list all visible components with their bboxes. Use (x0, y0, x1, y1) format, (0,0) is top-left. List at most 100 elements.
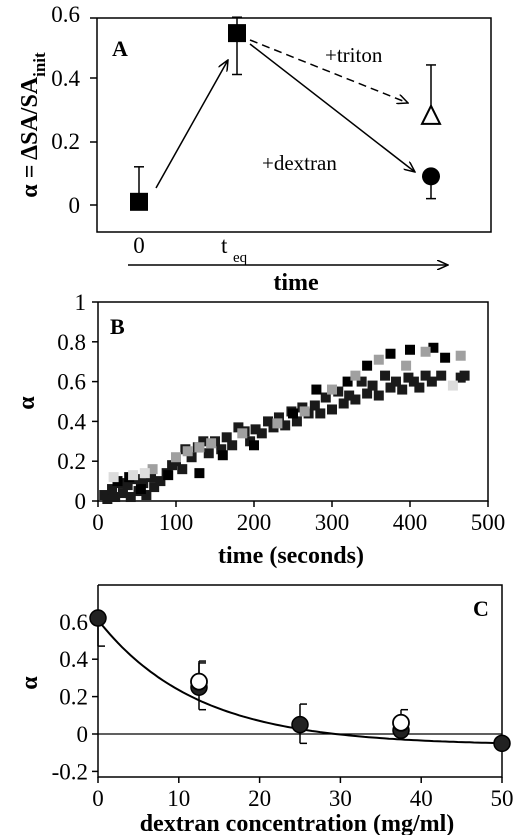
panel-b-point (237, 428, 248, 439)
panel-b-point (273, 412, 284, 423)
panel-b-point (408, 376, 419, 387)
panel-b-point (155, 476, 166, 487)
panel-b-point (149, 482, 160, 493)
panel-b-point (102, 494, 113, 505)
panel-b-point (447, 380, 458, 391)
panel-a-arrow-dextran (249, 43, 415, 172)
panel-b-point (338, 398, 349, 409)
panel-b-point (315, 408, 326, 419)
panel-b-point (440, 352, 451, 363)
panel-b-xtick-label: 300 (315, 510, 350, 535)
panel-b-point (397, 384, 408, 395)
panel-b-point (125, 492, 136, 503)
panel-b-point (107, 484, 118, 495)
panel-b-point (309, 400, 320, 411)
panel-c-xtick-label: 40 (410, 786, 433, 811)
panel-a-ylabel-sub: init (30, 52, 49, 77)
panel-b-point (135, 484, 146, 495)
panel-b-point (263, 416, 274, 427)
panel-b-ytick-label: 0 (75, 489, 87, 514)
panel-c-ytick-label: 0.4 (59, 647, 88, 672)
panel-c-xtick-label: 10 (167, 786, 190, 811)
panel-c-point-filled (89, 609, 107, 627)
panel-b-point (198, 436, 209, 447)
panel-a-arrow-rise (155, 60, 228, 189)
panel-b-point (342, 376, 353, 387)
panel-b-ytick-label: 0.6 (57, 370, 86, 395)
panel-b-point (110, 492, 121, 503)
panel-b-point (146, 472, 157, 483)
panel-a-xtick-teq: t (221, 233, 228, 258)
panel-b-point (362, 360, 373, 371)
panel-a-label: A (112, 36, 128, 61)
panel-b-point (227, 440, 238, 451)
panel-a-point-triton (420, 103, 442, 125)
panel-b-point (380, 370, 391, 381)
panel-c-ylabel: α (17, 676, 43, 690)
panel-b-point (291, 416, 302, 427)
panel-b-point (147, 464, 158, 475)
panel-a-data-points (130, 16, 442, 211)
panel-a: A 0 0.2 0.4 0.6 0 t eq time α = ΔSA/SAin… (17, 2, 492, 296)
panel-c-ytick-label: -0.2 (52, 759, 88, 784)
panel-c-ytick-label: 0.2 (59, 685, 88, 710)
panel-c-label: C (473, 596, 489, 621)
panel-c-point-open (392, 713, 410, 732)
panel-b-xtick-label: 100 (159, 510, 194, 535)
panel-b-point (367, 380, 378, 391)
panel-b-xtick-label: 200 (237, 510, 272, 535)
panel-b-point (194, 442, 205, 453)
panel-a-ylabel-text: α = ΔSA/SAinit (17, 52, 49, 198)
panel-b-point (420, 370, 431, 381)
panel-a-annotation-dextran: +dextran (262, 151, 337, 175)
panel-a-frame (96, 17, 492, 233)
panel-b-point (139, 468, 150, 479)
panel-b-point (141, 490, 152, 501)
panel-b-point (385, 382, 396, 393)
panel-c-xtick-label: 20 (248, 786, 271, 811)
panel-b-point (311, 384, 322, 395)
panel-b-point (288, 408, 298, 419)
panel-a-ylabel-main: α = ΔSA/SA (17, 76, 43, 197)
panel-b-point (138, 478, 149, 489)
panel-c-point-filled (291, 715, 309, 734)
panel-b-point (362, 388, 373, 399)
panel-c-frame (97, 584, 503, 778)
panel-b-point (216, 444, 227, 455)
panel-b-xtick-label: 400 (393, 510, 428, 535)
panel-b-point (344, 390, 355, 401)
panel-c: C -0.200.20.40.60 10 20 30 40 50 dextran conc… (17, 584, 514, 835)
panel-c-ytick-label: 0.6 (59, 610, 88, 635)
panel-c-xtick-label: 50 (491, 786, 514, 811)
panel-b-point (256, 428, 267, 439)
panel-c-xlabel: dextran concentration (mg/ml) (140, 811, 455, 835)
panel-b-point (356, 376, 367, 387)
panel-b-point (390, 376, 401, 387)
panel-a-annotation-triton: +triton (325, 43, 383, 67)
panel-b-point (122, 480, 133, 491)
panel-b-point (117, 488, 128, 499)
panel-b-point (414, 382, 425, 393)
panel-b-point (128, 470, 139, 481)
panel-b-point (233, 422, 244, 433)
panel-b-point (194, 468, 205, 479)
panel-b-point (420, 346, 431, 357)
panel-b-point (217, 450, 228, 461)
panel-b-data-points (99, 342, 470, 505)
panel-b-point (171, 452, 181, 463)
panel-a-point-start (130, 192, 148, 211)
panel-b: B 0 0.2 0.4 0.6 0.8 1 0 100 200 300 400 500 time (s… (14, 290, 505, 569)
panel-b-ylabel: α (14, 396, 40, 410)
panel-a-ytick-3: 0.6 (51, 2, 80, 27)
panel-a-ylabel: α = ΔSA/SAinit (17, 52, 49, 198)
panel-b-point (299, 406, 310, 417)
panel-b-point (350, 370, 361, 381)
panel-b-point (280, 420, 291, 431)
panel-b-point (182, 446, 193, 457)
panel-a-xlabel: time (273, 270, 319, 296)
panel-b-point (163, 470, 174, 481)
panel-b-point (221, 432, 232, 443)
panel-a-arrow-triton (249, 39, 408, 103)
panel-b-point (320, 392, 331, 403)
